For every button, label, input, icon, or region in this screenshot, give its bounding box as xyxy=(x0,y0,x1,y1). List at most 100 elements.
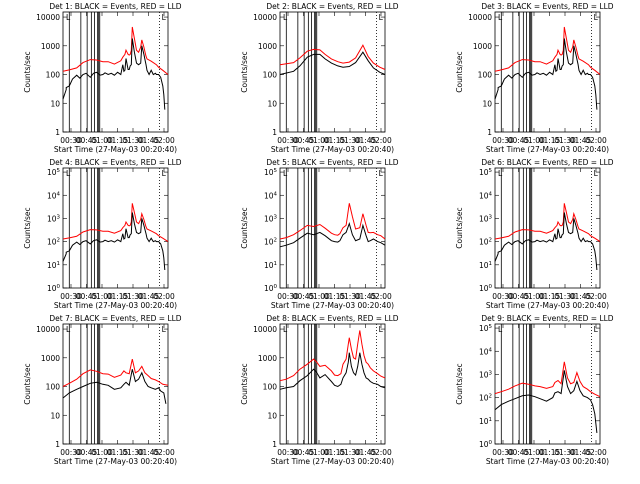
x-tick-label: 00:30 xyxy=(60,448,82,457)
y-tick-label: 102 xyxy=(264,238,277,247)
x-axis-label: Start Time (27-May-03 00:20:40) xyxy=(271,457,394,466)
x-tick-label: 01:15 xyxy=(539,292,561,301)
series-events-black xyxy=(62,212,166,271)
x-tick-label: 01:45 xyxy=(570,448,592,457)
plot-frame xyxy=(279,167,386,289)
corner-mark: L xyxy=(66,325,71,334)
x-tick-label: 01:00 xyxy=(523,448,545,457)
x-tick-label: 00:30 xyxy=(492,448,514,457)
x-tick-label: 01:00 xyxy=(308,448,330,457)
series-lld-red xyxy=(279,44,386,70)
y-tick-label: 1 xyxy=(272,128,277,137)
y-tick-label: 101 xyxy=(479,417,492,426)
series-lld-red xyxy=(62,358,169,387)
x-tick-label: 01:15 xyxy=(107,136,129,145)
y-tick-label: 100 xyxy=(479,440,493,449)
y-tick-label: 10 xyxy=(50,99,60,108)
y-tick-label: 103 xyxy=(479,370,493,379)
x-tick-label: 01:00 xyxy=(91,292,113,301)
series-events-black xyxy=(494,212,598,271)
x-axis-label: Start Time (27-May-03 00:20:40) xyxy=(486,301,609,310)
corner-mark: L xyxy=(162,13,167,22)
x-axis-label: Start Time (27-May-03 00:20:40) xyxy=(271,145,394,154)
y-axis-label: Counts/sec xyxy=(23,207,32,248)
x-tick-label: 00:30 xyxy=(60,136,82,145)
y-tick-label: 1 xyxy=(487,128,492,137)
y-tick-label: 10000 xyxy=(253,13,277,22)
chart-title: Det 6: BLACK = Events, RED = LLD xyxy=(481,158,613,167)
corner-mark: L xyxy=(162,169,167,178)
y-tick-label: 10000 xyxy=(468,13,492,22)
chart-det-8: Det 8: BLACK = Events, RED = LLD 1 10 100 10… xyxy=(240,314,399,466)
y-tick-label: 10000 xyxy=(253,325,277,334)
series-events-black xyxy=(62,369,167,404)
y-tick-label: 1 xyxy=(272,440,277,449)
y-axis-label: Counts/sec xyxy=(240,363,249,404)
y-tick-label: 102 xyxy=(479,238,492,247)
corner-mark: L xyxy=(283,169,288,178)
chart-title: Det 5: BLACK = Events, RED = LLD xyxy=(266,158,398,167)
x-tick-label: 01:45 xyxy=(570,292,592,301)
x-tick-label: 01:30 xyxy=(339,136,361,145)
y-tick-label: 10 xyxy=(267,411,277,420)
series-lld-red xyxy=(279,203,386,240)
corner-mark: L xyxy=(594,325,599,334)
series-lld-red xyxy=(494,26,601,75)
y-tick-label: 10000 xyxy=(36,13,60,22)
corner-mark: L xyxy=(498,169,503,178)
x-tick-label: 00:45 xyxy=(508,448,530,457)
y-tick-label: 101 xyxy=(264,261,277,270)
y-tick-label: 101 xyxy=(479,261,492,270)
plot-frame xyxy=(279,11,386,133)
x-axis-label: Start Time (27-May-03 00:20:40) xyxy=(54,301,177,310)
corner-mark: L xyxy=(283,13,288,22)
x-tick-label: 00:45 xyxy=(76,292,98,301)
y-tick-label: 1000 xyxy=(258,42,277,51)
corner-mark: L xyxy=(594,13,599,22)
y-axis-label: Counts/sec xyxy=(240,51,249,92)
x-tick-label: 01:45 xyxy=(355,448,377,457)
x-tick-label: 01:00 xyxy=(91,136,113,145)
series-events-black xyxy=(279,352,386,390)
x-tick-label: 02:00 xyxy=(370,448,392,457)
plot-frame xyxy=(62,323,169,445)
plot-frame xyxy=(62,167,169,289)
y-tick-label: 101 xyxy=(47,261,60,270)
x-tick-label: 01:15 xyxy=(539,136,561,145)
chart-det-3: Det 3: BLACK = Events, RED = LLD 1 10 100 10… xyxy=(455,2,614,154)
x-tick-label: 01:15 xyxy=(324,448,346,457)
x-tick-label: 01:45 xyxy=(355,292,377,301)
x-tick-label: 01:15 xyxy=(324,292,346,301)
y-tick-label: 1000 xyxy=(41,354,60,363)
y-axis-label: Counts/sec xyxy=(23,51,32,92)
y-tick-label: 102 xyxy=(47,238,60,247)
chart-det-5: Det 5: BLACK = Events, RED = LLD 100 101 10… xyxy=(240,158,399,310)
x-axis-label: Start Time (27-May-03 00:20:40) xyxy=(54,145,177,154)
y-tick-label: 104 xyxy=(47,191,61,200)
x-tick-label: 01:30 xyxy=(122,136,144,145)
x-tick-label: 01:15 xyxy=(324,136,346,145)
corner-mark: L xyxy=(162,325,167,334)
x-tick-label: 00:30 xyxy=(277,136,299,145)
plot-frame xyxy=(62,11,169,133)
x-tick-label: 01:45 xyxy=(355,136,377,145)
chart-det-6: Det 6: BLACK = Events, RED = LLD 100 101 10… xyxy=(455,158,614,310)
x-axis-label: Start Time (27-May-03 00:20:40) xyxy=(486,457,609,466)
chart-title: Det 2: BLACK = Events, RED = LLD xyxy=(266,2,398,11)
y-tick-label: 1 xyxy=(55,440,60,449)
chart-det-9: Det 9: BLACK = Events, RED = LLD 100 101 10… xyxy=(455,314,614,466)
x-tick-label: 01:00 xyxy=(91,448,113,457)
chart-det-4: Det 4: BLACK = Events, RED = LLD 100 101 10… xyxy=(23,158,182,310)
chart-det-7: Det 7: BLACK = Events, RED = LLD 1 10 100 10… xyxy=(23,314,182,466)
y-axis-label: Counts/sec xyxy=(240,207,249,248)
corner-mark: L xyxy=(379,13,384,22)
x-tick-label: 01:15 xyxy=(539,448,561,457)
y-tick-label: 1000 xyxy=(258,354,277,363)
y-tick-label: 10 xyxy=(482,99,492,108)
y-tick-label: 103 xyxy=(47,214,61,223)
y-tick-label: 100 xyxy=(263,71,278,80)
x-tick-label: 01:30 xyxy=(554,448,576,457)
x-tick-label: 02:00 xyxy=(585,448,607,457)
x-tick-label: 01:30 xyxy=(554,292,576,301)
